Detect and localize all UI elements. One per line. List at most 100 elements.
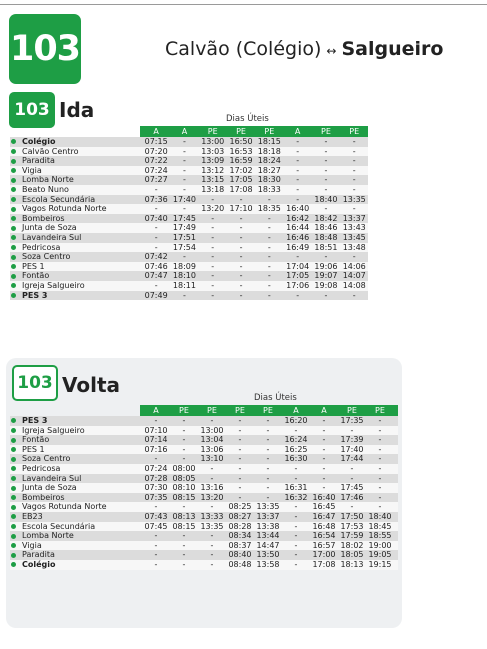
departure-time: - <box>211 281 215 290</box>
departure-time: - <box>322 435 326 445</box>
stop-dot-icon <box>11 206 16 212</box>
departure-time: - <box>182 454 186 464</box>
stop-dot-icon <box>11 235 16 241</box>
stop-name: Paradita <box>22 156 55 166</box>
departure-time: 17:05 <box>286 271 310 281</box>
departure-time: 08:37 <box>228 540 252 550</box>
departure-time: 07:24 <box>144 464 168 473</box>
departure-time: - <box>294 473 298 483</box>
bidirectional-arrow-icon: ↔ <box>326 44 337 58</box>
departure-time: - <box>182 550 186 560</box>
departure-time: 13:50 <box>256 550 280 560</box>
service-type-header: PE <box>263 406 273 415</box>
departure-time: - <box>238 444 242 454</box>
table-row: Vigia 07:24 - 13:12 17:02 18:27 - - - <box>10 165 368 176</box>
departure-time: - <box>294 540 298 550</box>
departure-time: - <box>154 185 158 194</box>
departure-time: 16:32 <box>284 492 308 502</box>
departure-time: 13:35 <box>200 521 224 531</box>
table-row: Paradita - - - 08:40 13:50 - 17:00 18:05 19:05 <box>10 550 398 560</box>
service-type-header: A <box>153 127 159 136</box>
departure-time: - <box>211 233 215 242</box>
departure-time: 18:46 <box>314 223 338 233</box>
service-type-header: A <box>181 127 188 136</box>
departure-time: 18:15 <box>257 137 281 146</box>
departure-time: - <box>211 242 215 252</box>
departure-time: 18:13 <box>340 560 364 569</box>
departure-time: - <box>296 137 300 146</box>
departure-time: 17:40 <box>340 444 364 454</box>
stop-name: Vigia <box>22 165 42 175</box>
departure-time: 07:35 <box>144 492 168 502</box>
table-row: Colégio 07:15 - 13:00 16:50 18:15 - - - <box>10 137 368 147</box>
departure-time: 18:24 <box>257 156 281 166</box>
departure-time: 18:11 <box>172 281 196 290</box>
departure-time: 08:00 <box>172 464 196 473</box>
departure-time: 13:16 <box>200 483 224 493</box>
table-row: Vigia - - - 08:37 14:47 - 16:57 18:02 19:00 <box>10 540 398 551</box>
table-row: Bombeiros 07:40 17:45 - - - 16:42 18:42 13:37 <box>10 213 368 224</box>
departure-time: 17:49 <box>172 223 196 233</box>
departure-time: 14:08 <box>342 281 366 290</box>
departure-time: 16:54 <box>312 531 336 541</box>
departure-time: - <box>296 194 300 204</box>
column-header-bar <box>140 126 368 137</box>
departure-time: 13:15 <box>201 175 225 185</box>
departure-time: 18:35 <box>257 204 281 214</box>
departure-time: - <box>182 444 186 454</box>
departure-time: - <box>182 416 186 425</box>
departure-time: - <box>322 416 326 425</box>
departure-time: 13:00 <box>201 137 225 146</box>
table-row: PES 3 07:49 - - - - - - - <box>10 290 368 301</box>
departure-time: 18:09 <box>172 261 196 271</box>
departure-time: - <box>266 425 270 435</box>
stop-dot-icon <box>11 562 16 568</box>
stop-dot-icon <box>11 264 16 270</box>
departure-time: 13:18 <box>201 185 225 194</box>
departure-time: - <box>183 204 186 214</box>
departure-time: 13:20 <box>200 492 224 502</box>
ida-timetable: A A PE PE PE A PE PE Colégio 07:15 - 13:00 16:50 18:1… <box>10 126 370 351</box>
departure-time: - <box>154 204 158 214</box>
departure-time: - <box>154 223 158 233</box>
departure-time: 08:15 <box>172 521 196 531</box>
service-type-header: PE <box>236 127 246 136</box>
service-type-header: A <box>153 406 159 415</box>
departure-time: 19:08 <box>314 281 338 290</box>
departure-time: 13:44 <box>256 531 280 541</box>
departure-time: - <box>352 165 356 175</box>
departure-time: 17:10 <box>229 204 253 214</box>
departure-time: 13:35 <box>342 194 366 204</box>
departure-time: - <box>266 483 270 493</box>
departure-time: 17:05 <box>229 175 253 185</box>
departure-time: 07:30 <box>144 483 168 493</box>
stop-dot-icon <box>11 447 16 453</box>
departure-time: - <box>322 473 326 483</box>
stop-dot-icon <box>11 466 16 472</box>
departure-time: - <box>324 175 328 185</box>
departure-time: - <box>154 454 158 464</box>
stop-name: Lavandeira Sul <box>22 233 82 242</box>
departure-time: - <box>238 483 242 493</box>
departure-time: 16:46 <box>286 233 310 242</box>
departure-time: - <box>294 464 298 473</box>
service-type-header: PE <box>207 406 217 415</box>
service-type-header: PE <box>207 127 218 136</box>
table-row: Lavandeira Sul - 17:51 - - - 16:46 18:48 13:45 <box>10 233 368 243</box>
departure-time: - <box>324 156 328 166</box>
stop-name: Paradita <box>22 550 55 560</box>
departure-time: - <box>154 531 158 541</box>
departure-time: 13:00 <box>200 425 224 435</box>
departure-time: 13:06 <box>200 444 224 454</box>
departure-time: 13:58 <box>256 560 280 569</box>
departure-time: 17:39 <box>340 435 364 445</box>
table-row: Pedricosa - 17:54 - - - 16:49 18:51 13:48 <box>10 242 368 253</box>
departure-time: - <box>211 261 215 271</box>
departure-time: 07:14 <box>144 435 168 445</box>
column-header-bar <box>140 405 398 416</box>
departure-time: - <box>324 146 328 156</box>
departure-time: - <box>324 165 328 175</box>
departure-time: - <box>154 242 158 252</box>
departure-time: - <box>266 464 270 473</box>
table-row: PES 3 - - - - - 16:20 - 17:35 - <box>10 416 398 426</box>
